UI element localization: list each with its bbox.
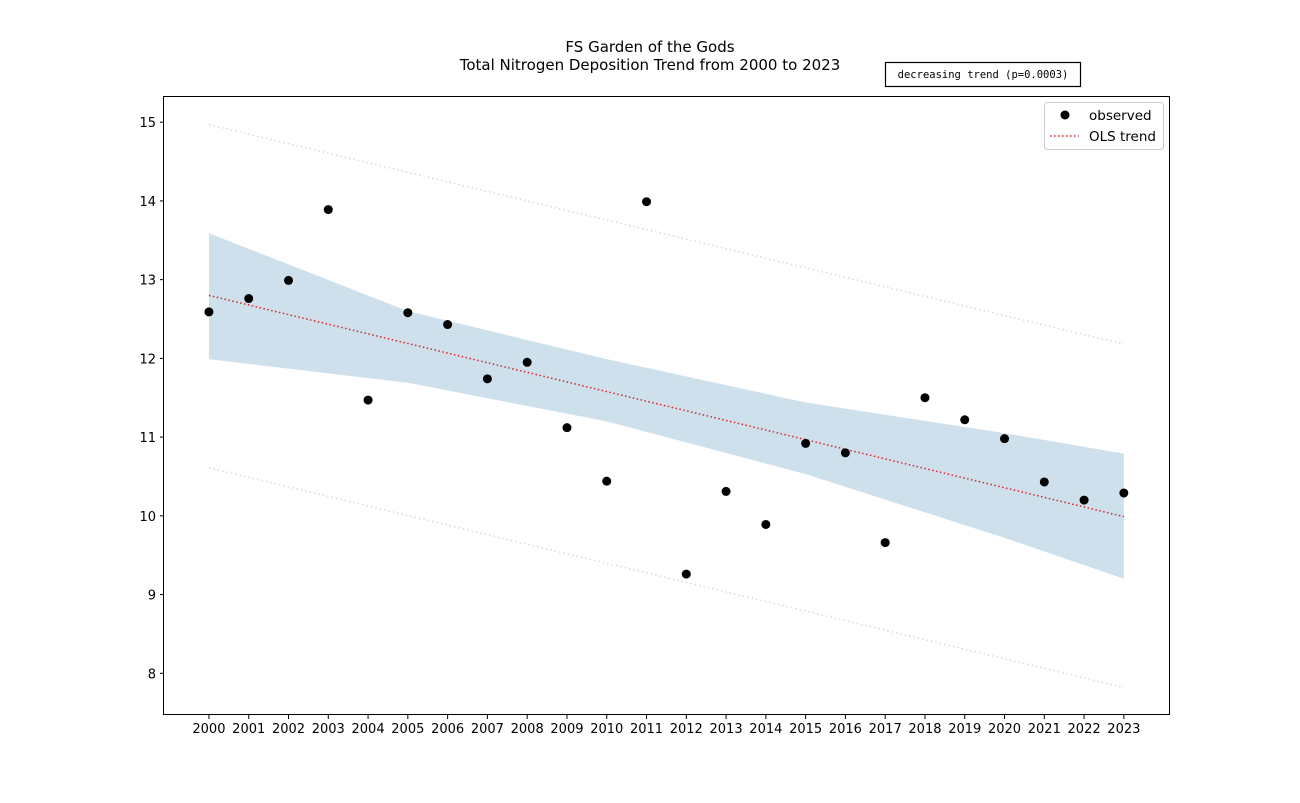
legend-ols-label: OLS trend — [1089, 129, 1156, 145]
x-tick-label: 2010 — [590, 722, 623, 737]
y-tick-label: 10 — [139, 510, 156, 525]
y-tick-label: 12 — [139, 352, 156, 367]
x-tick-label: 2015 — [789, 722, 822, 737]
observed-point-2005 — [403, 308, 413, 318]
legend: observed OLS trend — [1044, 102, 1164, 150]
legend-observed-marker — [1060, 110, 1070, 120]
axes-frame — [163, 96, 1170, 715]
observed-point-2020 — [1000, 434, 1010, 444]
y-tick-label: 11 — [139, 431, 156, 446]
observed-point-2003 — [323, 205, 333, 215]
observed-point-2002 — [284, 275, 294, 285]
x-tick-label: 2011 — [630, 722, 663, 737]
observed-point-2007 — [482, 374, 492, 384]
observed-point-2010 — [602, 476, 612, 486]
y-tick-label: 13 — [139, 274, 156, 289]
x-tick-label: 2008 — [511, 722, 544, 737]
x-tick-label: 2006 — [431, 722, 464, 737]
x-tick-label: 2001 — [232, 722, 265, 737]
observed-point-2013 — [721, 486, 731, 496]
observed-point-2019 — [960, 415, 970, 425]
observed-point-2016 — [840, 448, 850, 458]
x-tick-label: 2005 — [391, 722, 424, 737]
y-tick-label: 15 — [139, 116, 156, 131]
observed-point-2018 — [920, 393, 930, 403]
x-tick-label: 2014 — [749, 722, 782, 737]
y-tick-label: 14 — [139, 195, 156, 210]
chart-subtitle: Total Nitrogen Deposition Trend from 200… — [459, 56, 841, 74]
trend-annotation-box — [884, 61, 1082, 88]
x-tick-label: 2002 — [272, 722, 305, 737]
x-tick-label: 2000 — [192, 722, 225, 737]
observed-point-2000 — [204, 307, 214, 317]
observed-point-2022 — [1079, 495, 1089, 505]
x-tick-label: 2013 — [710, 722, 743, 737]
prediction-band-lower — [208, 467, 1125, 689]
observed-point-2017 — [880, 538, 890, 548]
ols-trend-line — [208, 294, 1125, 518]
x-tick-label: 2017 — [869, 722, 902, 737]
confidence-band — [208, 233, 1124, 579]
observed-point-2023 — [1119, 488, 1129, 498]
x-tick-label: 2003 — [312, 722, 345, 737]
observed-point-2014 — [761, 519, 771, 529]
observed-point-2004 — [363, 395, 373, 405]
x-tick-label: 2020 — [988, 722, 1021, 737]
x-tick-label: 2023 — [1107, 722, 1140, 737]
legend-observed-label: observed — [1089, 108, 1152, 124]
observed-point-2006 — [443, 320, 453, 330]
legend-box — [1044, 102, 1164, 150]
observed-point-2008 — [522, 357, 532, 367]
x-tick-label: 2021 — [1028, 722, 1061, 737]
y-tick-label: 9 — [148, 589, 156, 604]
x-tick-label: 2018 — [908, 722, 941, 737]
x-axis: 2000 2001 2002 2003 2004 2005 2006 2007 2008 2009… — [192, 715, 1140, 737]
observed-point-2021 — [1039, 477, 1049, 487]
x-tick-label: 2009 — [550, 722, 583, 737]
x-tick-label: 2007 — [471, 722, 504, 737]
x-tick-label: 2022 — [1068, 722, 1101, 737]
observed-point-2009 — [562, 423, 572, 433]
x-tick-label: 2012 — [670, 722, 703, 737]
x-tick-label: 2016 — [829, 722, 862, 737]
observed-point-2001 — [244, 294, 254, 304]
trend-annotation: decreasing trend (p=0.0003) — [884, 61, 1082, 88]
prediction-band-upper — [208, 123, 1125, 345]
observed-point-2015 — [801, 438, 811, 448]
chart-title: FS Garden of the Gods — [565, 38, 734, 56]
trend-annotation-text: decreasing trend (p=0.0003) — [898, 69, 1069, 81]
y-tick-label: 8 — [148, 667, 156, 682]
observed-point-2011 — [642, 197, 652, 207]
observed-point-2012 — [681, 569, 691, 579]
y-axis: 8 9 10 11 12 13 14 15 — [139, 116, 164, 682]
plot-area — [204, 123, 1129, 689]
x-tick-label: 2004 — [352, 722, 385, 737]
x-tick-label: 2019 — [948, 722, 981, 737]
